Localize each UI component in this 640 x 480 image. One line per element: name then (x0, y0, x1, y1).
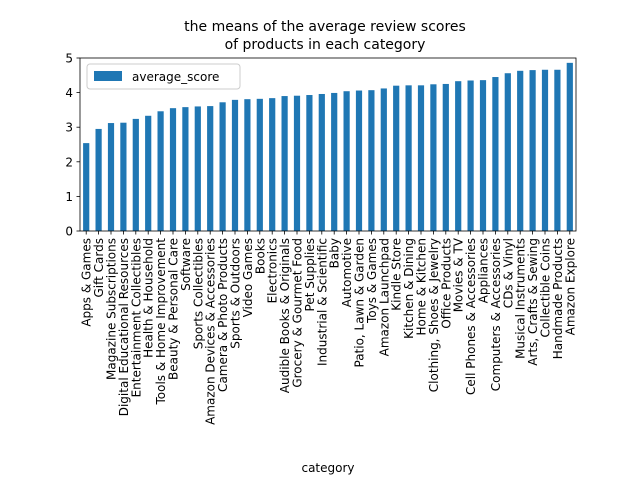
x-tick-label: Movies & TV (452, 237, 466, 312)
x-tick-label: Magazine Subscriptions (105, 238, 119, 380)
y-tick-label: 1 (65, 190, 73, 204)
bar (355, 90, 363, 231)
x-tick-label: Tools & Home Improvement (154, 238, 168, 406)
x-tick-label: Audible Books & Originals (278, 238, 292, 393)
bar (541, 69, 549, 231)
bars-group (83, 62, 573, 232)
bar (194, 106, 201, 231)
x-tick-label: Grocery & Gourmet Food (291, 238, 305, 388)
x-tick-label: Appliances (477, 238, 491, 303)
x-tick-label: Camera & Photo Products (216, 238, 230, 392)
bar (430, 84, 437, 232)
bar (107, 123, 115, 231)
y-ticks-group: 0 1 2 3 4 5 (65, 52, 80, 239)
y-tick-label: 5 (65, 52, 73, 66)
x-tick-label: Arts, Crafts & Sewing (526, 238, 540, 366)
x-tick-label: Amazon Devices & Accessories (204, 238, 218, 425)
bar (479, 80, 487, 231)
bar (467, 80, 474, 232)
legend-label: average_score (132, 70, 219, 84)
x-tick-label: Books (253, 238, 267, 274)
plot-frame (79, 57, 577, 232)
bar (517, 70, 524, 231)
x-tick-label: Automotive (340, 238, 354, 307)
bar (293, 95, 301, 232)
x-tick-label: Kindle Store (390, 238, 404, 311)
x-tick-label: Gift Cards (92, 238, 106, 298)
bar (529, 70, 536, 231)
x-tick-label: Musical Instruments (514, 238, 528, 359)
bar (566, 62, 573, 232)
bar (455, 81, 462, 231)
x-tick-label: Amazon Launchpad (377, 238, 391, 356)
x-tick-label: Digital Educational Resources (117, 238, 131, 416)
bar (417, 85, 425, 231)
x-tick-label: Handmade Products (551, 238, 565, 359)
x-tick-label: Beauty & Personal Care (167, 238, 181, 380)
x-tick-label: Clothing, Shoes & Jewelry (427, 238, 441, 392)
x-tick-label: Kitchen & Dining (402, 238, 416, 339)
x-tick-label: Baby (328, 238, 342, 268)
x-tick-label: Sports Collectibles (191, 238, 205, 349)
x-tick-label: Collectible Coins (539, 238, 553, 337)
x-tick-label: Pet Supplies (303, 238, 317, 311)
y-tick-label: 3 (65, 121, 73, 135)
chart-title-line-2: of products in each category (225, 37, 426, 53)
bar (554, 69, 561, 231)
bar (269, 98, 276, 231)
x-tick-label: Computers & Accessories (489, 238, 503, 391)
x-tick-label: Sports & Outdoors (229, 238, 243, 349)
x-tick-label: Toys & Games (365, 238, 379, 324)
bar (244, 99, 251, 231)
bar (492, 77, 499, 231)
x-axis-label: category (301, 461, 354, 475)
bar (207, 106, 214, 231)
bar (231, 99, 239, 231)
x-tick-label: CDs & Vinyl (501, 238, 515, 308)
x-tick-label: Electronics (266, 238, 280, 303)
x-tick-label: Patio, Lawn & Garden (353, 238, 367, 368)
axes-group (79, 57, 577, 232)
x-tick-label: Video Games (241, 238, 255, 317)
bar (380, 88, 387, 231)
bar (504, 73, 511, 231)
legend-box (86, 63, 241, 90)
bar (83, 143, 90, 231)
bar (157, 111, 164, 231)
bar (331, 92, 338, 231)
legend-swatch (94, 71, 122, 81)
bar (343, 91, 350, 231)
bar (318, 93, 325, 231)
y-tick-label: 2 (65, 155, 73, 169)
legend: average_score (86, 63, 241, 90)
bar (219, 102, 226, 232)
bar (393, 85, 400, 232)
x-tick-label: Health & Household (142, 238, 156, 358)
bar (281, 96, 288, 231)
bar (306, 95, 313, 231)
bar (120, 122, 127, 231)
bar (442, 83, 449, 231)
bar (405, 85, 412, 231)
y-tick-label: 4 (65, 86, 73, 100)
bar (95, 128, 102, 231)
bar (368, 90, 375, 231)
x-tick-label: Cell Phones & Accessories (464, 238, 478, 395)
bar (182, 107, 189, 231)
x-tick-label: Entertainment Collectibles (129, 238, 143, 397)
chart-title-line-1: the means of the average review scores (184, 19, 466, 35)
x-tick-label: Home & Kitchen (415, 238, 429, 336)
x-tick-label: Office Products (439, 238, 453, 329)
y-tick-label: 0 (65, 225, 73, 239)
x-tick-label: Industrial & Scientific (315, 238, 329, 366)
x-tick-label: Apps & Games (80, 238, 94, 327)
bar (169, 108, 177, 231)
x-tick-label: Software (179, 238, 193, 291)
bar (132, 118, 139, 231)
bar (256, 98, 263, 231)
bar (145, 115, 152, 231)
x-tick-label: Amazon Explore (563, 238, 577, 335)
